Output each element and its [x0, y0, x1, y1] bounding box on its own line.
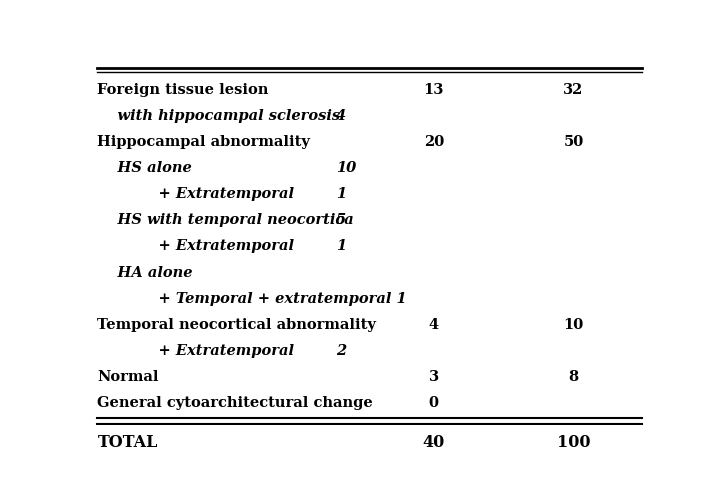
Text: + Extratemporal: + Extratemporal	[97, 187, 294, 201]
Text: 0: 0	[429, 396, 439, 410]
Text: Temporal neocortical abnormality: Temporal neocortical abnormality	[97, 318, 376, 332]
Text: HS alone: HS alone	[97, 161, 192, 175]
Text: TOTAL: TOTAL	[97, 434, 158, 451]
Text: 3: 3	[429, 370, 439, 384]
Text: 20: 20	[424, 135, 444, 149]
Text: Normal: Normal	[97, 370, 159, 384]
Text: 2: 2	[336, 344, 346, 358]
Text: 100: 100	[557, 434, 590, 451]
Text: + Temporal + extratemporal 1: + Temporal + extratemporal 1	[97, 292, 407, 305]
Text: + Extratemporal: + Extratemporal	[97, 239, 294, 253]
Text: 4: 4	[336, 109, 346, 123]
Text: with hippocampal sclerosis: with hippocampal sclerosis	[97, 109, 340, 123]
Text: 1: 1	[336, 187, 346, 201]
Text: 8: 8	[568, 370, 578, 384]
Text: + Extratemporal: + Extratemporal	[97, 344, 294, 358]
Text: Hippocampal abnormality: Hippocampal abnormality	[97, 135, 310, 149]
Text: HS with temporal neocortica: HS with temporal neocortica	[97, 213, 354, 227]
Text: General cytoarchitectural change: General cytoarchitectural change	[97, 396, 373, 410]
Text: 5: 5	[336, 213, 346, 227]
Text: 1: 1	[336, 239, 346, 253]
Text: 10: 10	[563, 318, 583, 332]
Text: 32: 32	[563, 83, 584, 97]
Text: 4: 4	[429, 318, 439, 332]
Text: 50: 50	[563, 135, 583, 149]
Text: HA alone: HA alone	[97, 265, 193, 280]
Text: 13: 13	[423, 83, 444, 97]
Text: 40: 40	[423, 434, 445, 451]
Text: Foreign tissue lesion: Foreign tissue lesion	[97, 83, 269, 97]
Text: 10: 10	[336, 161, 356, 175]
